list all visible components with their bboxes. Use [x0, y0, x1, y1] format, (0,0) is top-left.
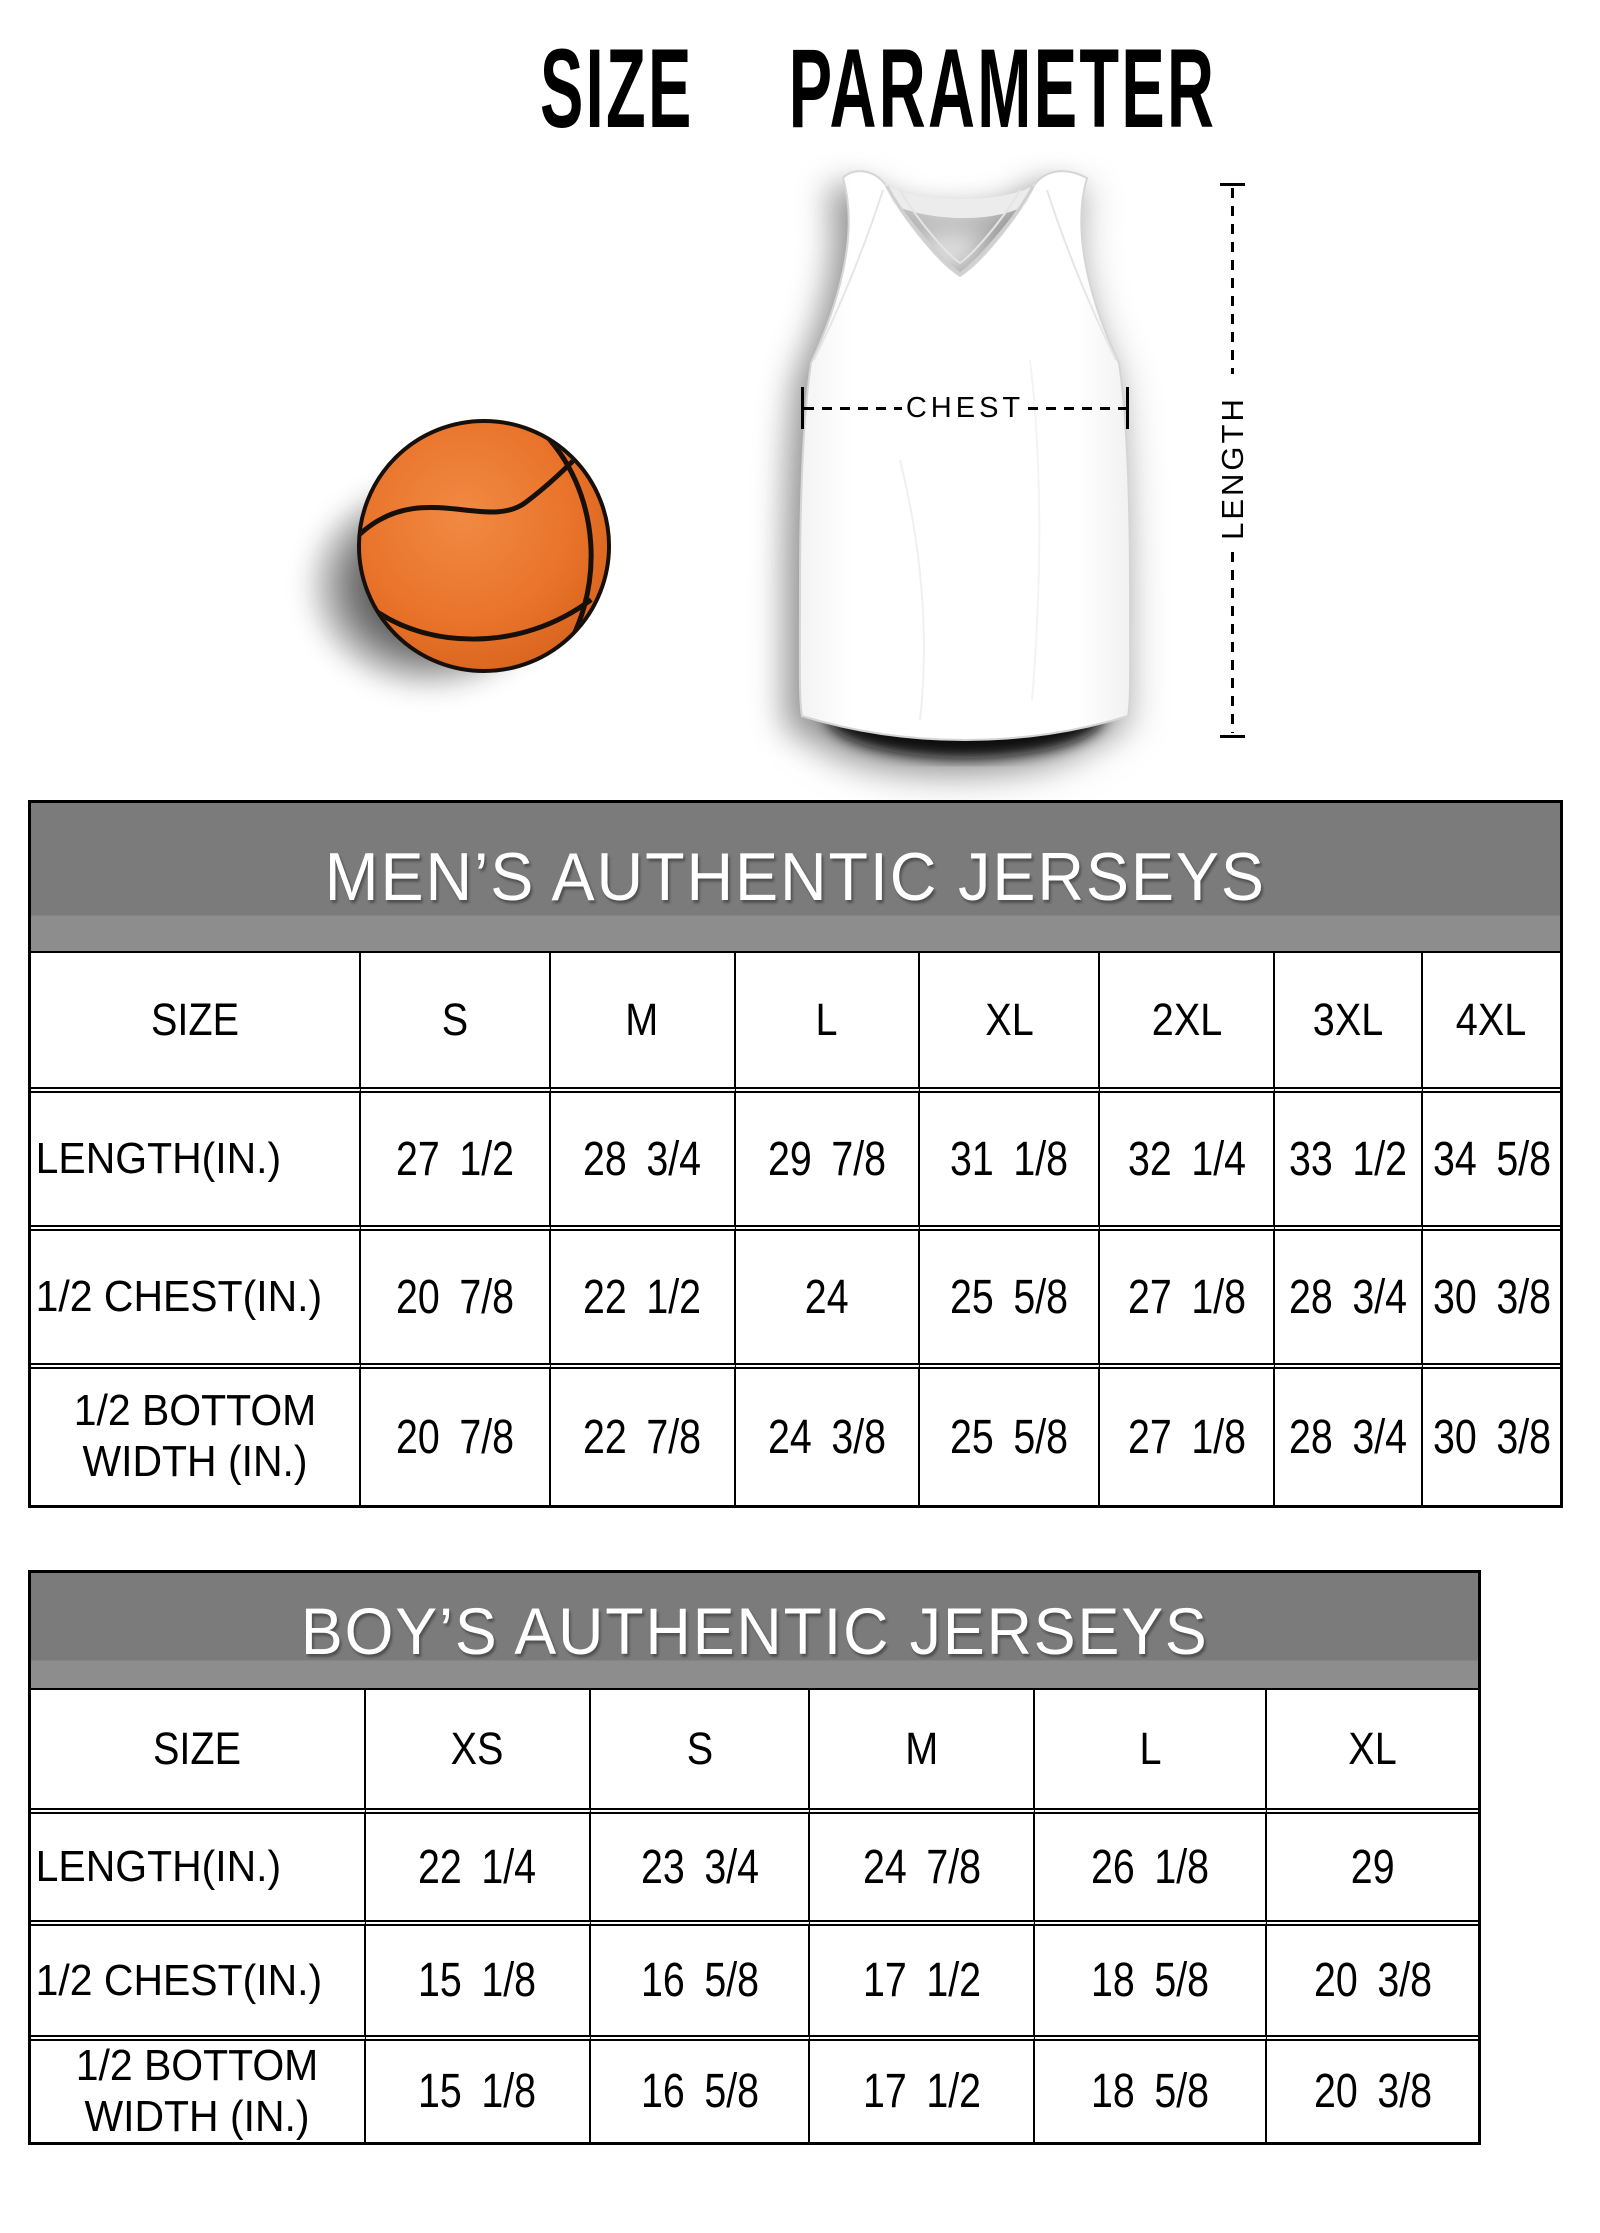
page-title: SIZE PARAMETER	[540, 26, 1217, 151]
value-cell: 28 3/4	[550, 1087, 736, 1225]
chest-tick-left	[801, 387, 804, 429]
length-dash-top	[1231, 188, 1234, 374]
col-header: 4XL	[1456, 994, 1527, 1045]
boys-size-table: BOY’S AUTHENTIC JERSEYS SIZE XS S M L XL…	[28, 1570, 1481, 2145]
col-header: S	[591, 1690, 811, 1808]
row-label: 1/2 BOTTOM WIDTH (IN.)	[31, 1363, 361, 1505]
value-cell: 25 5/8	[920, 1363, 1101, 1505]
row-label: LENGTH(IN.)	[31, 1808, 366, 1920]
col-header: XL	[1348, 1723, 1397, 1774]
value-cell: 27 1/2	[360, 1087, 551, 1225]
jersey-collar-back	[885, 184, 1035, 218]
jersey-diagram	[798, 170, 1132, 758]
col-header: XS	[366, 1690, 591, 1808]
value-cell: 27 1/8	[1100, 1225, 1276, 1363]
value-cell: 20 3/8	[1267, 1920, 1478, 2035]
value-cell: 26 1/8	[1035, 1808, 1268, 1920]
value-cell: 31 1/8	[920, 1087, 1101, 1225]
value-cell: 29	[1267, 1808, 1478, 1920]
col-header: 2XL	[1100, 953, 1276, 1087]
value-cell: 17 1/2	[810, 2035, 1036, 2142]
value-cell: 30 3/8	[1423, 1363, 1560, 1505]
mens-size-table: MEN’S AUTHENTIC JERSEYS SIZE S M L XL 2X…	[28, 800, 1563, 1508]
value-cell: 20 7/8	[360, 1225, 551, 1363]
value-cell: 28 3/4	[1275, 1363, 1424, 1505]
mens-table-grid: SIZE S M L XL 2XL 3XL 4XL LENGTH(IN.) 27…	[31, 953, 1560, 1505]
col-header: L	[736, 953, 921, 1087]
col-header: XL	[920, 953, 1101, 1087]
chest-dash-left	[804, 406, 902, 410]
value-cell: 24 7/8	[810, 1808, 1036, 1920]
col-header: M	[810, 1690, 1036, 1808]
mens-table-header: MEN’S AUTHENTIC JERSEYS	[31, 803, 1560, 953]
length-tick-top	[1220, 183, 1245, 186]
value-cell: 22 1/2	[550, 1225, 736, 1363]
col-header: S	[361, 953, 551, 1087]
value-cell: 28 3/4	[1275, 1225, 1424, 1363]
value-cell: 24 3/8	[735, 1363, 921, 1505]
row-label: 1/2 CHEST(IN.)	[31, 1920, 366, 2035]
jersey-vneck-trim	[885, 185, 1035, 276]
chest-measure-line: CHEST	[801, 387, 1130, 429]
jersey-raglan-seams	[813, 189, 1117, 721]
value-cell: 32 1/4	[1100, 1087, 1276, 1225]
boys-table-title: BOY’S AUTHENTIC JERSEYS	[300, 1593, 1209, 1668]
chest-dash-right	[1028, 406, 1127, 410]
basketball-icon	[356, 418, 612, 674]
length-label: LENGTH	[1215, 396, 1250, 540]
value-cell: 34 5/8	[1423, 1087, 1560, 1225]
value-cell: 18 5/8	[1035, 1920, 1268, 2035]
mens-table-title: MEN’S AUTHENTIC JERSEYS	[324, 839, 1267, 915]
value-cell: 24	[735, 1225, 921, 1363]
value-cell: 18 5/8	[1035, 2035, 1268, 2142]
row-label: 1/2 BOTTOM WIDTH (IN.)	[31, 2035, 366, 2142]
length-dash-bottom	[1231, 552, 1234, 733]
boys-table-grid: SIZE XS S M L XL LENGTH(IN.) 22 1/4 23 3…	[31, 1690, 1478, 2142]
corner-header: SIZE	[31, 1690, 366, 1808]
value-cell: 16 5/8	[590, 2035, 811, 2142]
chest-label: CHEST	[905, 391, 1025, 424]
col-header: 3XL	[1275, 953, 1424, 1087]
value-cell: 20 7/8	[360, 1363, 551, 1505]
value-cell: 16 5/8	[590, 1920, 811, 2035]
value-cell: 15 1/8	[365, 1920, 591, 2035]
jersey-body	[798, 170, 1132, 742]
value-cell: 33 1/2	[1275, 1087, 1424, 1225]
value-cell: 23 3/4	[590, 1808, 811, 1920]
value-cell: 29 7/8	[735, 1087, 921, 1225]
corner-header: SIZE	[31, 953, 361, 1087]
col-header: M	[551, 953, 736, 1087]
col-header: L	[1035, 1690, 1268, 1808]
value-cell: 25 5/8	[920, 1225, 1101, 1363]
value-cell: 20 3/8	[1267, 2035, 1478, 2142]
value-cell: 22 7/8	[550, 1363, 736, 1505]
length-tick-bottom	[1220, 735, 1245, 738]
value-cell: 30 3/8	[1423, 1225, 1560, 1363]
boys-table-header: BOY’S AUTHENTIC JERSEYS	[31, 1573, 1478, 1690]
value-cell: 27 1/8	[1100, 1363, 1276, 1505]
value-cell: 22 1/4	[365, 1808, 591, 1920]
value-cell: 15 1/8	[365, 2035, 591, 2142]
chest-tick-right	[1126, 387, 1130, 429]
value-cell: 17 1/2	[810, 1920, 1036, 2035]
row-label: 1/2 CHEST(IN.)	[31, 1225, 361, 1363]
row-label: LENGTH(IN.)	[31, 1087, 361, 1225]
